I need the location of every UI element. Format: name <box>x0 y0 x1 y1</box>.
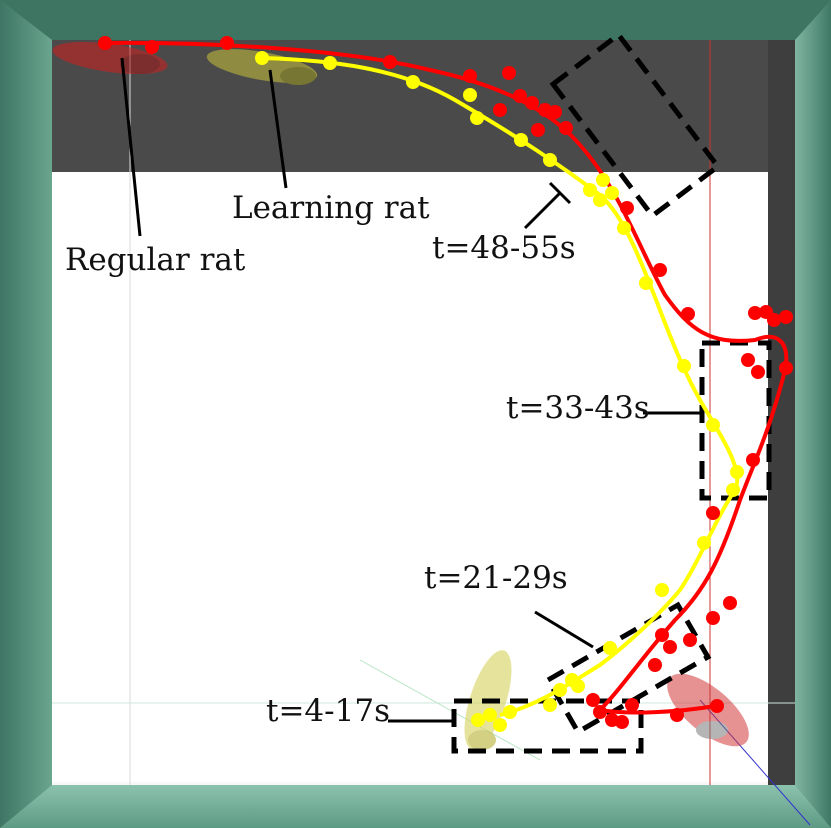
interval-label-4-17: t=4-17s <box>266 693 390 729</box>
interval-label-33-43: t=33-43s <box>506 390 650 426</box>
interval-label-21-29: t=21-29s <box>424 560 568 596</box>
learning-rat-label: Learning rat <box>232 190 430 226</box>
interval-label-48-55: t=48-55s <box>432 230 576 266</box>
regular-rat-label: Regular rat <box>65 242 246 278</box>
